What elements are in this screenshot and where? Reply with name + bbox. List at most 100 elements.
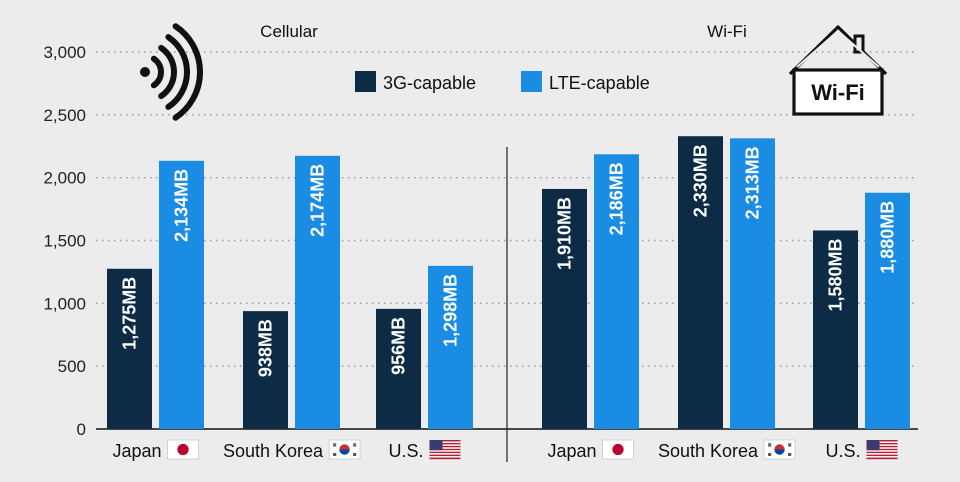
cellular-signal-icon [140, 23, 203, 121]
legend-swatch [521, 71, 542, 92]
bar-value-label: 956MB [389, 317, 409, 375]
flag-stripe [866, 450, 898, 452]
japan-flag-icon [602, 439, 634, 460]
house-roof [788, 25, 888, 76]
flag-stripe [429, 444, 461, 447]
trigram-bar [333, 453, 337, 454]
trigram-bar [788, 443, 792, 445]
signal-arc [172, 23, 203, 121]
signal-arc [158, 44, 177, 100]
trigram-bar [353, 444, 357, 446]
japan-flag-icon [167, 439, 199, 460]
bar-lte [594, 154, 639, 429]
flag-stripe [866, 442, 898, 445]
category-label: Japan [547, 441, 596, 461]
flag-stripe [866, 440, 898, 442]
y-tick-label: 3,000 [43, 43, 86, 62]
flag-stripe [866, 444, 898, 447]
flag-stripe [429, 448, 461, 451]
trigram-bar [768, 453, 772, 454]
bar-3g [376, 308, 421, 429]
south-korea-flag-icon [763, 439, 796, 460]
trigram-bar [333, 455, 337, 456]
flag-stripe [429, 445, 461, 448]
trigram-bar [333, 444, 337, 446]
flag-stripe [429, 447, 461, 449]
category-label: Japan [112, 441, 161, 461]
flag-stripe [866, 447, 898, 449]
trigram-bar [353, 455, 357, 456]
bar-value-label: 2,313MB [743, 146, 763, 219]
category-label: South Korea [223, 441, 324, 461]
bar-value-label: 1,275MB [120, 277, 140, 350]
bar-value-label: 2,134MB [172, 169, 192, 242]
bar-value-label: 1,910MB [555, 197, 575, 270]
flag-sun [612, 443, 624, 456]
flag-stripe [429, 454, 461, 457]
flag-stripe [429, 440, 461, 442]
trigram-bar [768, 454, 772, 455]
wifi-house-icon: Wi-Fi [788, 25, 888, 116]
bar-value-label: 1,298MB [441, 274, 461, 347]
wifi-house-label: Wi-Fi [811, 80, 865, 105]
y-tick-label: 500 [58, 357, 86, 376]
house-roof-inner [796, 29, 880, 68]
trigram-bar [353, 454, 357, 455]
taeguk-blue [339, 449, 350, 455]
flag-stripe [866, 448, 898, 451]
trigram-bar [788, 453, 792, 454]
taeguk-red [339, 444, 350, 450]
y-tick-label: 2,000 [43, 169, 86, 188]
flag-canton [866, 440, 880, 451]
flag-canton [429, 440, 443, 451]
panel-title: Cellular [260, 22, 318, 41]
trigram-bar [768, 455, 772, 456]
trigram-bar [768, 445, 772, 447]
flag-stripe [429, 451, 461, 454]
bar-lte [730, 138, 775, 429]
legend: 3G-capable LTE-capable [355, 71, 650, 93]
bar-value-label: 2,186MB [607, 162, 627, 235]
trigram-bar [788, 455, 792, 456]
category-label: U.S. [825, 441, 860, 461]
trigram-bar [353, 453, 357, 454]
flag-stripe [866, 445, 898, 448]
trigram-bar [768, 444, 772, 446]
flag-sun [177, 443, 189, 456]
trigram-bar [333, 445, 337, 447]
bar-lte [159, 160, 204, 429]
flag-stripe [429, 442, 461, 445]
bar-value-label: 1,580MB [826, 238, 846, 311]
trigram-bar [353, 445, 357, 447]
trigram-bar [333, 454, 337, 455]
taeguk-red [774, 444, 785, 450]
flag-stripe [429, 453, 461, 455]
south-korea-flag-icon [328, 439, 361, 460]
y-tick-label: 2,500 [43, 106, 86, 125]
bar-value-label: 1,880MB [878, 201, 898, 274]
flag-stripe [429, 456, 461, 458]
house-body [792, 68, 884, 116]
signal-dot [140, 67, 150, 77]
panel-1: Wi-Fi 1,910MB 2,186MB Japan 2,330MB 2,313MB So… [506, 22, 910, 462]
bar-value-label: 938MB [256, 319, 276, 377]
house-chimney [853, 34, 865, 54]
bar-3g [107, 268, 152, 429]
us-flag-icon [866, 440, 898, 460]
bar-lte [865, 192, 910, 429]
flag-stripe [429, 457, 461, 460]
category-label: U.S. [388, 441, 423, 461]
category-label: South Korea [658, 441, 759, 461]
flag-stripe [866, 454, 898, 457]
trigram-bar [788, 454, 792, 455]
bar-3g [243, 311, 288, 429]
bar-3g [542, 188, 587, 429]
flag-stripe [866, 456, 898, 458]
us-flag-icon [429, 440, 461, 460]
panel-0: Cellular 1,275MB 2,134MB Japan 938MB 2,174MB S… [107, 22, 473, 461]
bar-lte [295, 155, 340, 429]
legend-swatch [355, 71, 376, 92]
legend-label: LTE-capable [549, 73, 650, 93]
